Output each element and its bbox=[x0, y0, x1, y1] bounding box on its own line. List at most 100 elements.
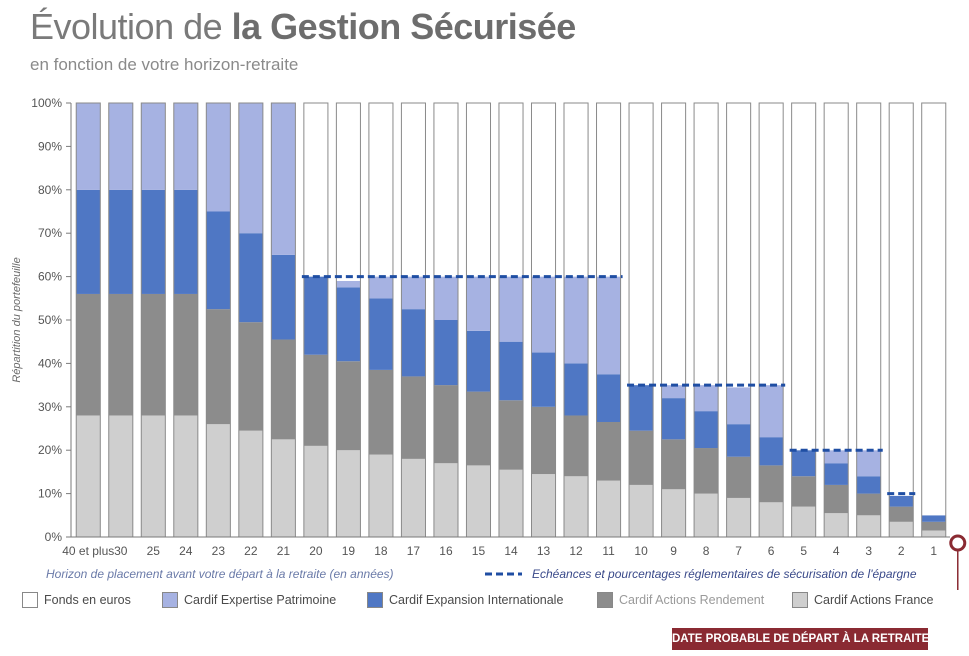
x-tick-label: 19 bbox=[342, 544, 356, 558]
bar-cardif-expansion-internationale bbox=[889, 495, 914, 507]
bar-cardif-actions-rendement bbox=[206, 309, 231, 425]
legend-label-fonds-euros: Fonds en euros bbox=[44, 593, 131, 607]
bar-cardif-expertise-patrimoine bbox=[336, 280, 361, 288]
bar-cardif-actions-rendement bbox=[401, 376, 426, 459]
bar-cardif-expansion-internationale bbox=[791, 450, 816, 477]
y-tick-label: 60% bbox=[38, 270, 62, 284]
bar-cardif-expertise-patrimoine bbox=[531, 276, 556, 353]
x-tick-label: 1 bbox=[930, 544, 937, 558]
y-axis-title: Répartition du portefeuille bbox=[11, 257, 23, 382]
bar-cardif-expertise-patrimoine bbox=[498, 276, 524, 342]
bar-cardif-actions-rendement bbox=[303, 354, 328, 446]
bar-cardif-expertise-patrimoine bbox=[466, 276, 491, 331]
legend-label-france: Cardif Actions France bbox=[814, 593, 934, 607]
bar-cardif-expertise-patrimoine bbox=[76, 103, 101, 190]
bar-cardif-actions-france bbox=[629, 484, 654, 537]
bar-cardif-actions-france bbox=[498, 469, 524, 537]
x-tick-label: 21 bbox=[277, 544, 291, 558]
legend-label-rendement: Cardif Actions Rendement bbox=[619, 593, 765, 607]
bar-cardif-actions-france bbox=[368, 454, 393, 537]
bar-cardif-expansion-internationale bbox=[206, 211, 231, 310]
bar-cardif-expertise-patrimoine bbox=[368, 276, 393, 299]
legend-item-france: Cardif Actions France bbox=[792, 592, 934, 608]
bar-cardif-expertise-patrimoine bbox=[206, 103, 231, 212]
bar-fonds-en-euros bbox=[694, 103, 719, 386]
legend-label-expansion: Cardif Expansion Internationale bbox=[389, 593, 564, 607]
legend-item-fonds-euros: Fonds en euros bbox=[22, 592, 131, 608]
bar-cardif-expansion-internationale bbox=[466, 330, 491, 392]
bar-cardif-expansion-internationale bbox=[531, 352, 556, 407]
bar-cardif-actions-france bbox=[271, 439, 296, 537]
bar-cardif-expansion-internationale bbox=[76, 189, 101, 294]
x-tick-label: 2 bbox=[898, 544, 905, 558]
bar-cardif-actions-rendement bbox=[466, 391, 491, 466]
y-tick-label: 40% bbox=[38, 356, 62, 370]
bar-cardif-actions-rendement bbox=[694, 448, 719, 494]
legend-label-expertise: Cardif Expertise Patrimoine bbox=[184, 593, 337, 607]
bar-cardif-actions-france bbox=[76, 415, 101, 537]
bar-cardif-expansion-internationale bbox=[629, 385, 654, 431]
bar-cardif-expertise-patrimoine bbox=[661, 385, 686, 399]
x-tick-label: 18 bbox=[374, 544, 388, 558]
x-tick-label: 12 bbox=[569, 544, 583, 558]
y-tick-label: 0% bbox=[45, 530, 63, 544]
x-tick-label: 24 bbox=[179, 544, 193, 558]
bar-cardif-expansion-internationale bbox=[336, 287, 361, 362]
bar-cardif-actions-france bbox=[661, 489, 686, 537]
bar-cardif-actions-rendement bbox=[238, 322, 263, 431]
x-axis-title: Horizon de placement avant votre départ … bbox=[46, 567, 394, 581]
bar-cardif-expertise-patrimoine bbox=[694, 385, 719, 412]
x-tick-label: 16 bbox=[439, 544, 453, 558]
bar-cardif-actions-rendement bbox=[824, 484, 849, 514]
bar-fonds-en-euros bbox=[824, 103, 849, 451]
bar-fonds-en-euros bbox=[303, 103, 328, 277]
bar-cardif-actions-rendement bbox=[889, 506, 914, 522]
y-tick-label: 90% bbox=[38, 139, 62, 153]
bar-cardif-actions-france bbox=[889, 521, 914, 537]
bar-cardif-actions-rendement bbox=[531, 406, 556, 475]
bar-cardif-actions-france bbox=[238, 430, 263, 537]
bar-cardif-expansion-internationale bbox=[271, 254, 296, 340]
bar-cardif-actions-france bbox=[303, 445, 328, 537]
bar-cardif-expertise-patrimoine bbox=[141, 103, 166, 190]
bar-cardif-expansion-internationale bbox=[173, 189, 198, 294]
legend-item-expertise: Cardif Expertise Patrimoine bbox=[162, 592, 336, 608]
bar-fonds-en-euros bbox=[564, 103, 589, 277]
bar-cardif-actions-france bbox=[336, 450, 361, 537]
x-tick-label: 3 bbox=[865, 544, 872, 558]
bar-fonds-en-euros bbox=[629, 103, 654, 386]
bar-cardif-actions-france bbox=[921, 530, 946, 537]
legend-swatch-france bbox=[792, 592, 808, 608]
legend-swatch-expertise bbox=[162, 592, 178, 608]
chart-subtitle: en fonction de votre horizon-retraite bbox=[30, 55, 299, 74]
y-tick-label: 30% bbox=[38, 400, 62, 414]
bar-cardif-expansion-internationale bbox=[368, 298, 393, 370]
y-tick-label: 100% bbox=[31, 96, 62, 110]
bar-cardif-expansion-internationale bbox=[564, 363, 589, 416]
chart-title: Évolution de la Gestion Sécurisée bbox=[30, 6, 576, 48]
reference-legend-label: Echéances et pourcentages réglementaires… bbox=[532, 567, 917, 581]
y-tick-label: 70% bbox=[38, 226, 62, 240]
retirement-date-badge: DATE PROBABLE DE DÉPART À LA RETRAITE bbox=[672, 628, 929, 650]
legend-swatch-fonds-euros bbox=[22, 592, 38, 608]
title-part2: la Gestion Sécurisée bbox=[231, 6, 577, 47]
bar-cardif-actions-france bbox=[726, 497, 751, 537]
bar-cardif-actions-france bbox=[531, 474, 556, 537]
bar-fonds-en-euros bbox=[596, 103, 621, 277]
x-tick-label: 40 et plus bbox=[62, 544, 114, 558]
bar-cardif-expertise-patrimoine bbox=[433, 276, 458, 320]
x-tick-label: 9 bbox=[670, 544, 677, 558]
bar-cardif-expertise-patrimoine bbox=[759, 385, 784, 438]
bar-cardif-actions-rendement bbox=[921, 521, 946, 531]
bar-cardif-expertise-patrimoine bbox=[173, 103, 198, 190]
bar-fonds-en-euros bbox=[466, 103, 491, 277]
x-tick-label: 6 bbox=[768, 544, 775, 558]
y-tick-label: 50% bbox=[38, 313, 62, 327]
bar-cardif-actions-france bbox=[694, 493, 719, 537]
bar-cardif-expansion-internationale bbox=[759, 437, 784, 466]
bar-cardif-actions-rendement bbox=[564, 415, 589, 477]
bar-fonds-en-euros bbox=[889, 105, 914, 496]
bar-fonds-en-euros bbox=[791, 103, 816, 451]
title-part1: Évolution de bbox=[30, 6, 232, 47]
x-tick-label: 15 bbox=[472, 544, 486, 558]
